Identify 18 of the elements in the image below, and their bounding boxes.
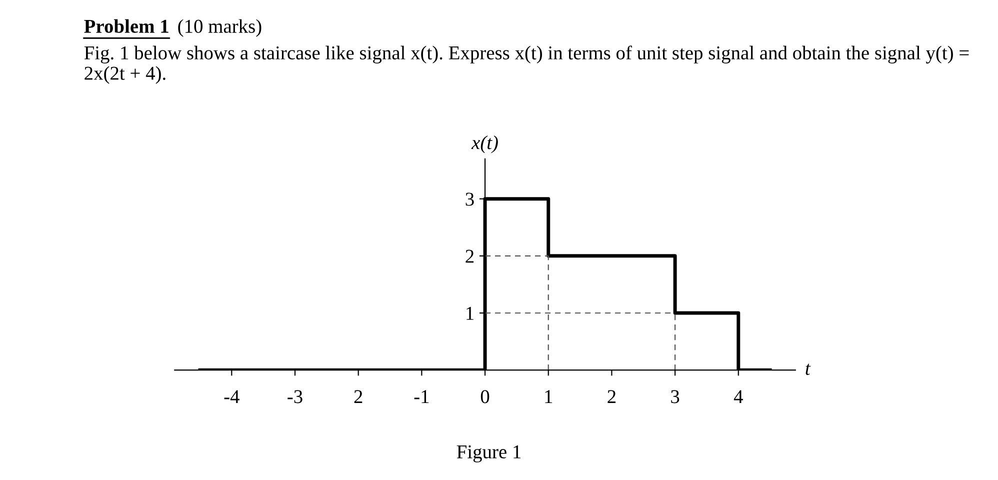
chart-subtitle: (10 marks) [178,19,262,37]
x-tick-label: -4 [224,390,240,404]
y-tick-label: 3 [466,192,474,206]
x-tick-label: -3 [288,390,302,404]
x-tick-label: 3 [671,390,680,404]
x-axis-title: t [806,364,811,375]
caption: Fig. 1 below shows a staircase like signal x(t). Express x(t) in terms of unit step signal and obtain the signal y(t) = 2x(2t + 4). [84,46,969,84]
chart-title: Problem 1 [84,19,168,33]
y-axis-title: x(t) [471,136,498,154]
x-tick-label: 1 [545,390,552,404]
y-tick-label: 2 [466,250,474,263]
x-tick-label: -1 [414,390,429,404]
y-tick-label: 1 [466,306,474,320]
x-tick-label: 2 [608,390,616,404]
caption: Figure 1 [456,445,521,462]
x-tick-label: 0 [480,390,490,404]
x-tick-label: 4 [734,390,743,404]
x-tick-label: 2 [354,390,362,404]
